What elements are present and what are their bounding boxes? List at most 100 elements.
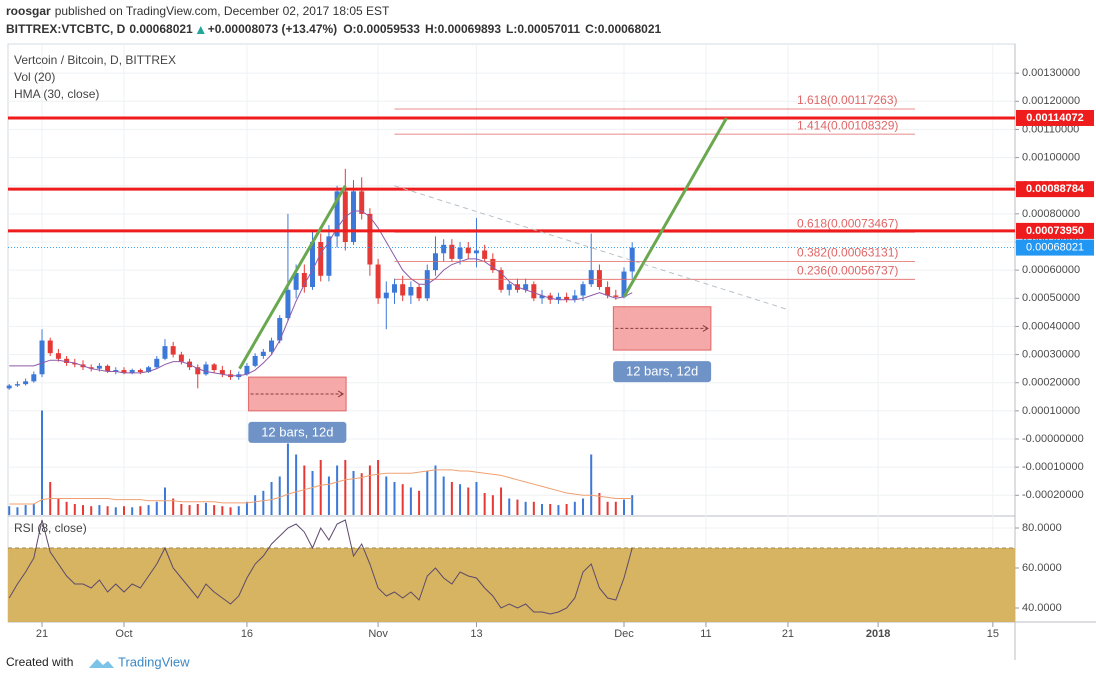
fib-label: 1.618(0.00117263) <box>797 93 898 107</box>
level-label: 0.00088784 <box>1026 183 1085 195</box>
volume-bar <box>41 410 44 515</box>
volume-bar <box>442 476 445 515</box>
change-arrow <box>196 26 205 34</box>
volume-bar <box>565 504 568 515</box>
volume-bar <box>491 495 494 515</box>
volume-bar <box>377 460 380 515</box>
candle-body <box>162 346 168 359</box>
volume-bar <box>459 484 462 515</box>
date-range-tag <box>613 361 712 383</box>
volume-bar <box>90 506 93 515</box>
candle-body <box>47 340 53 354</box>
volume-bar <box>573 501 576 515</box>
candle-body <box>605 287 611 296</box>
trend-line <box>622 117 728 298</box>
volume-bar <box>393 482 396 515</box>
candle-body <box>531 284 537 299</box>
footer-text: Created with <box>6 655 73 669</box>
candle-body <box>629 247 635 272</box>
volume-bar <box>180 504 183 515</box>
rsi-band <box>8 548 1015 622</box>
header-text: O: <box>343 22 356 36</box>
volume-bar <box>582 498 585 515</box>
candle-body <box>523 284 529 290</box>
y-tick-label: 0.00110000 <box>1022 123 1079 135</box>
volume-bar <box>606 501 609 515</box>
candle-body <box>14 384 20 386</box>
x-tick-label: 13 <box>470 628 482 640</box>
candle-body <box>129 370 135 373</box>
volume-bar <box>270 482 273 515</box>
candle-body <box>23 381 29 385</box>
volume-bar <box>139 506 142 515</box>
y-tick-label: 0.00080000 <box>1022 208 1080 220</box>
x-tick-label: 2018 <box>866 628 890 640</box>
volume-bar <box>401 484 404 515</box>
volume-bar <box>418 490 421 515</box>
y-tick-label: 0.00100000 <box>1022 151 1080 163</box>
volume-bar <box>24 505 27 515</box>
candle-body <box>457 247 463 259</box>
fib-label: 0.236(0.00056737) <box>797 264 898 278</box>
candle-body <box>465 247 471 254</box>
footer-logo <box>89 659 114 668</box>
header-text: 0.00069893 <box>438 22 502 36</box>
volume-bar <box>598 493 601 515</box>
x-tick-label: 21 <box>36 628 48 640</box>
rsi-label: RSI (8, close) <box>14 521 87 535</box>
header-text: roosgar <box>6 4 51 18</box>
volume-bar <box>450 482 453 515</box>
candle-body <box>547 295 553 300</box>
candle-body <box>351 191 357 243</box>
candle-body <box>301 272 307 288</box>
candle-body <box>195 367 201 375</box>
candle-body <box>588 270 594 285</box>
candle-body <box>285 289 291 318</box>
candle-body <box>408 287 414 296</box>
candle-body <box>154 358 160 368</box>
candle-body <box>269 340 275 352</box>
candle-body <box>490 258 496 271</box>
volume-bar <box>172 498 175 515</box>
volume-bar <box>549 504 552 515</box>
volume-bar <box>229 507 232 515</box>
volume-bar <box>303 465 306 515</box>
x-tick-label: 15 <box>987 628 999 640</box>
volume-bar <box>278 476 281 515</box>
rsi-line <box>8 519 633 615</box>
header-text: 0.00068021 <box>598 22 662 36</box>
volume-bar <box>508 498 511 515</box>
fib-label: 0.382(0.00063131) <box>797 246 898 260</box>
volume-bar <box>131 507 134 515</box>
volume-bar <box>311 471 314 515</box>
level-box <box>1016 181 1094 198</box>
y-tick-label: -0.00000000 <box>1022 433 1084 445</box>
trend-line <box>394 185 790 311</box>
footer-brand: TradingView <box>118 654 190 669</box>
legend-entry: Vol (20) <box>14 70 55 84</box>
volume-bar <box>483 493 486 515</box>
candle-body <box>219 370 225 375</box>
volume-bar <box>319 460 322 515</box>
volume-bar <box>541 504 544 515</box>
volume-bar <box>147 505 150 515</box>
candle-body <box>383 292 389 299</box>
x-tick-label: 21 <box>782 628 794 640</box>
y-tick-label: 0.00040000 <box>1022 320 1080 332</box>
y-tick-label: 0.00130000 <box>1022 67 1080 79</box>
candle-body <box>64 358 70 364</box>
date-range-arrowhead <box>702 324 709 332</box>
volume-bar <box>434 465 437 515</box>
y-tick-label: -0.00010000 <box>1022 461 1084 473</box>
candle-body <box>55 353 61 359</box>
candle-body <box>613 295 619 297</box>
candle-body <box>211 364 217 371</box>
volume-bar <box>262 490 265 515</box>
y-tick-label: 0.00030000 <box>1022 348 1080 360</box>
candle-body <box>621 271 627 297</box>
candle-body <box>113 370 119 372</box>
last-price-box <box>1016 239 1094 256</box>
candle-body <box>146 367 152 373</box>
volume-bar <box>467 487 470 515</box>
